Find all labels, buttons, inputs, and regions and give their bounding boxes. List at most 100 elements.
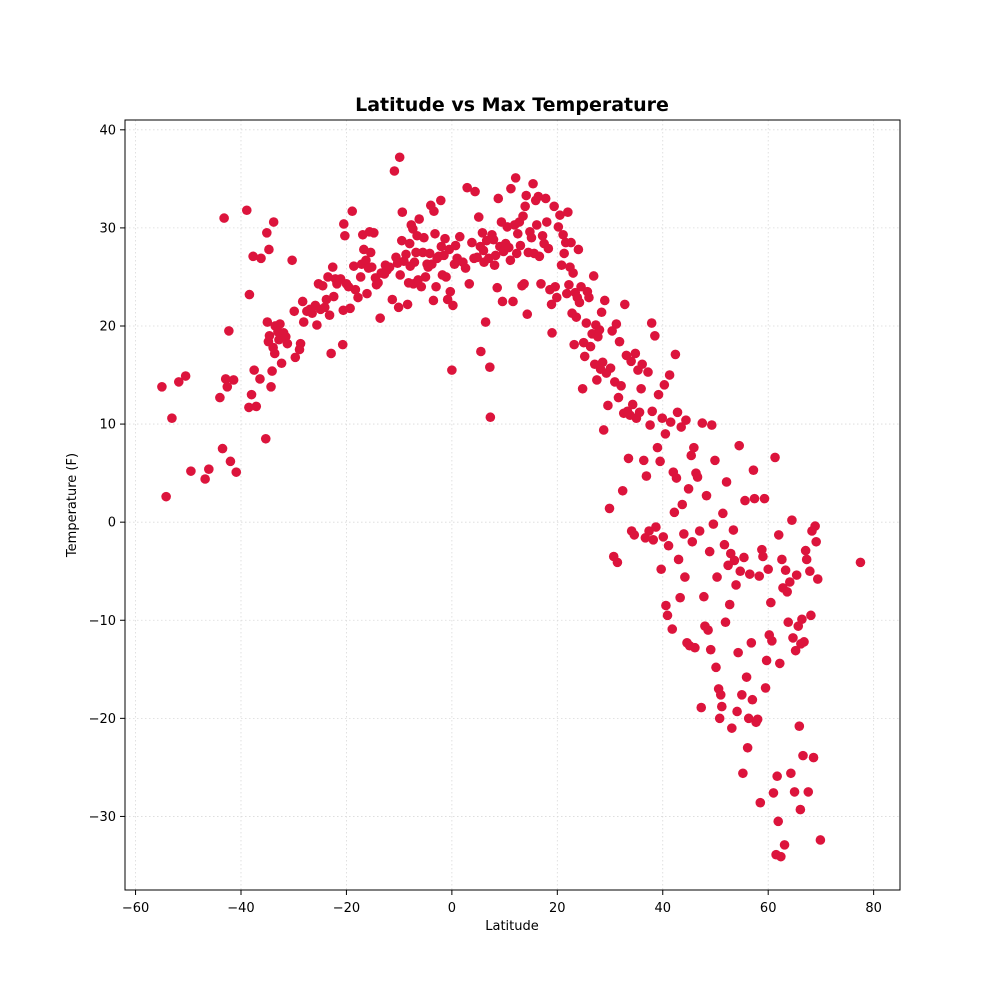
data-point [528,178,538,189]
data-point [324,310,335,320]
data-point [711,662,721,673]
data-point [648,535,659,545]
data-point [717,701,727,712]
data-point [556,260,567,270]
data-point [603,400,613,411]
data-point [773,816,784,827]
data-point [721,477,732,487]
y-tick-label: −30 [89,810,116,825]
data-point [365,247,376,258]
data-point [384,262,395,272]
data-point [262,317,273,327]
data-point [264,330,275,341]
data-point [290,352,301,363]
data-point [505,255,516,266]
data-point [786,768,796,779]
data-point [361,255,371,266]
data-point [626,356,636,367]
data-point [338,219,349,229]
data-point [727,723,737,733]
data-point [350,284,361,295]
data-point [244,289,255,300]
data-point [492,282,503,293]
data-point [387,294,398,305]
data-point [323,272,333,282]
data-point [563,207,573,218]
data-point [773,530,784,540]
data-point [337,339,348,350]
data-point [307,308,317,319]
data-point [597,357,608,368]
data-point [696,702,707,713]
data-point [428,295,439,306]
data-point [200,474,210,484]
data-point [752,714,763,725]
data-point [393,302,404,313]
y-tick-label: −10 [89,614,116,629]
data-point [488,234,499,245]
data-point [540,193,551,204]
data-point [546,299,557,310]
data-point [225,456,236,467]
data-point [663,540,674,551]
data-point [732,706,742,717]
data-point [282,338,293,349]
data-point [298,317,309,327]
data-point [760,683,771,693]
data-point [497,296,508,307]
data-point [701,490,712,501]
data-point [787,515,797,526]
data-point [811,536,821,547]
data-point [256,253,266,264]
x-tick-label: 60 [760,901,777,916]
data-point [485,412,496,423]
data-point [720,617,731,628]
data-point [599,295,610,306]
data-point [673,554,684,565]
data-point [536,279,546,289]
data-point [287,255,297,266]
data-point [739,552,749,563]
data-point [373,278,383,288]
data-point [534,251,545,262]
data-point [724,599,735,610]
data-point [705,644,716,655]
data-point [637,359,647,370]
data-point [224,326,234,336]
data-point [328,291,339,302]
data-point [718,508,728,519]
ticks-layer: −60 −40 −20 0 20 40 60 80 −30 −20 −10 0 10 20 30 40 [89,123,882,916]
data-point [531,220,542,230]
data-point [763,564,773,575]
data-point [659,380,670,390]
data-point [571,312,582,322]
data-point [790,645,801,656]
data-point [741,672,752,682]
data-point [429,206,439,217]
y-axis-label: Temperature (F) [65,453,80,558]
data-point [634,407,645,418]
data-point [551,292,562,303]
data-point [297,296,308,307]
data-point [638,455,649,466]
data-point [389,166,400,176]
data-point [569,339,579,350]
data-point [167,413,177,423]
data-point [276,358,287,369]
data-point [573,244,584,255]
data-point [703,625,713,635]
data-point [264,244,274,255]
data-point [519,279,529,289]
data-point [754,571,765,581]
data-point [647,406,658,417]
data-point [627,399,638,410]
data-point [808,752,819,763]
y-tick-label: 30 [99,221,116,236]
data-point [268,217,279,227]
data-point [504,242,514,253]
data-point [241,205,252,216]
data-point [510,173,521,183]
data-point [275,319,285,329]
data-point [767,636,777,646]
